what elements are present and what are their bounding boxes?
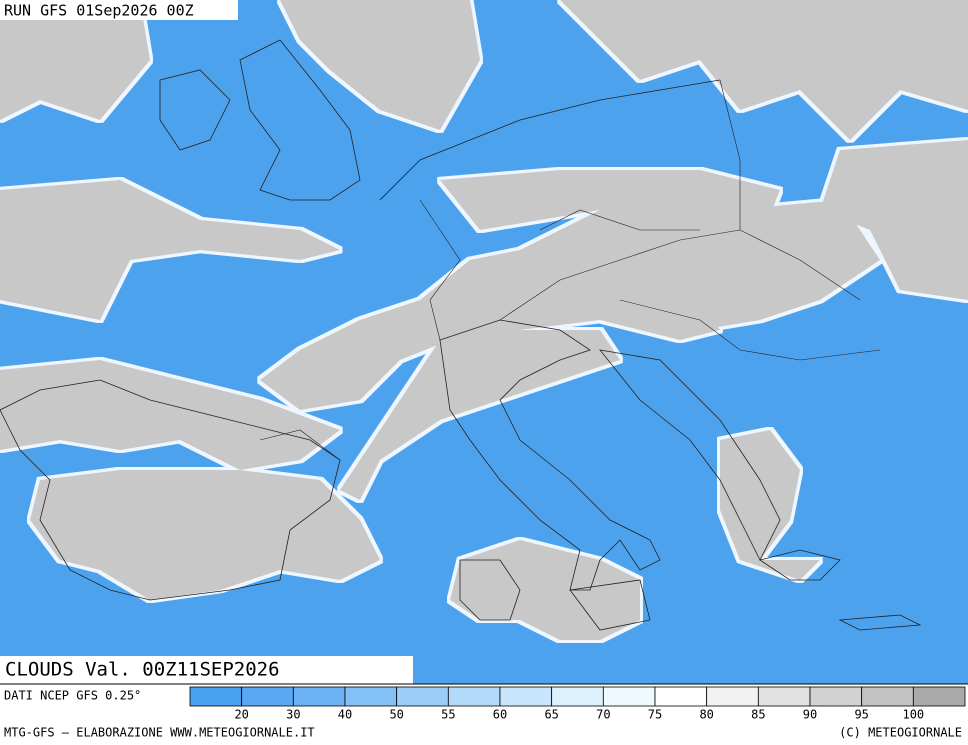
- source-label: DATI NCEP GFS 0.25°: [4, 689, 141, 703]
- legend-swatch: [499, 686, 553, 707]
- legend-label: 20: [234, 708, 248, 722]
- run-title: RUN GFS 01Sep2026 00Z: [4, 2, 194, 20]
- legend-label: 90: [803, 708, 817, 722]
- footer-left: MTG-GFS — ELABORAZIONE WWW.METEOGIORNALE…: [4, 726, 315, 740]
- legend-swatch: [447, 686, 501, 707]
- legend-swatch: [396, 686, 449, 707]
- legend-swatch: [292, 686, 346, 707]
- legend-swatch: [551, 686, 604, 707]
- footer-right: (C) METEOGIORNALE: [839, 726, 962, 740]
- color-legend: 20 30 40 50 55 60 65 70 75 80 85 90 95 100: [189, 686, 966, 722]
- legend-swatch: [654, 686, 708, 707]
- legend-swatch: [189, 686, 243, 707]
- borders: [259, 79, 881, 461]
- legend-label: 85: [751, 708, 765, 722]
- valid-title: CLOUDS Val. 00Z11SEP2026: [5, 659, 280, 681]
- legend-label: 95: [854, 708, 868, 722]
- legend-swatch: [757, 686, 811, 707]
- legend-label: 55: [441, 708, 455, 722]
- legend-swatch: [809, 686, 863, 707]
- legend-label: 80: [699, 708, 713, 722]
- valid-box: [0, 656, 413, 684]
- legend-label: 70: [596, 708, 610, 722]
- coastlines: [0, 39, 922, 631]
- legend-label: 75: [648, 708, 662, 722]
- legend-label: 50: [389, 708, 403, 722]
- legend-label: 60: [493, 708, 507, 722]
- legend-swatch: [344, 686, 398, 707]
- legend-label: 40: [338, 708, 352, 722]
- legend-label: 30: [286, 708, 300, 722]
- legend-label: 100: [902, 708, 924, 722]
- legend-swatch: [861, 686, 914, 707]
- title-box: [0, 0, 238, 20]
- legend-swatch: [241, 686, 294, 707]
- legend-swatch: [706, 686, 759, 707]
- legend-swatch: [602, 686, 656, 707]
- legend-label: 65: [544, 708, 558, 722]
- legend-swatch: [912, 686, 966, 707]
